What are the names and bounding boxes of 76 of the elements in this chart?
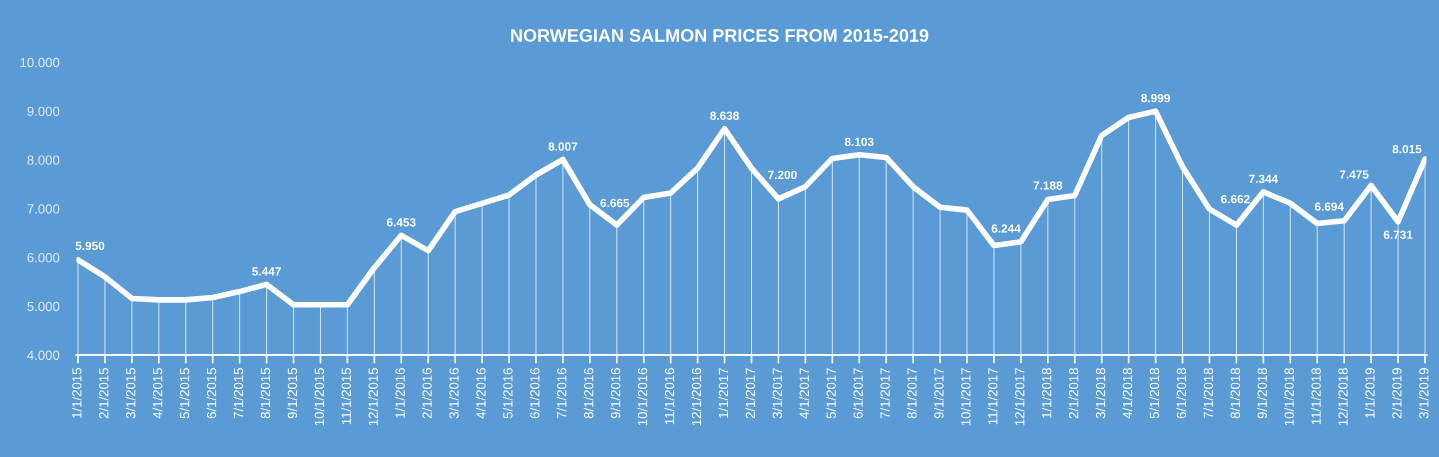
x-tick-label: 7/1/2015: [233, 368, 244, 419]
x-tick-label: 7/1/2018: [1203, 368, 1214, 419]
x-tick-label: 1/1/2015: [71, 368, 82, 418]
x-tick-label: 9/1/2017: [933, 368, 944, 419]
x-tick-label: 8/1/2016: [583, 368, 594, 419]
data-label: 7.200: [768, 170, 797, 180]
x-tick-label: 5/1/2017: [826, 368, 836, 419]
data-label: 5.950: [75, 241, 105, 251]
data-label: 6.662: [1221, 194, 1250, 204]
x-tick-label: 5/1/2015: [179, 368, 190, 419]
x-tick-label: 10/1/2017: [960, 368, 971, 426]
x-tick-label: 9/1/2015: [287, 368, 298, 419]
x-tick-label: 7/1/2017: [880, 368, 890, 419]
x-tick-label: 1/1/2019: [1364, 368, 1375, 418]
data-label: 8.015: [1392, 144, 1422, 154]
y-tick-label: 10.000: [20, 57, 60, 68]
y-tick-label: 6.000: [27, 253, 60, 263]
data-label: 7.188: [1033, 181, 1063, 190]
x-tick-label: 6/1/2017: [853, 368, 863, 419]
x-tick-label: 2/1/2018: [1068, 368, 1079, 419]
x-tick-label: 10/1/2015: [314, 368, 324, 426]
x-tick-label: 1/1/2017: [718, 368, 729, 418]
x-tick-label: 4/1/2015: [152, 368, 163, 419]
chart-title: NORWEGIAN SALMON PRICES FROM 2015-2019: [511, 29, 929, 42]
data-label: 5.447: [252, 267, 281, 276]
data-label: 8.638: [710, 111, 739, 120]
x-tick-label: 10/1/2018: [1284, 368, 1294, 426]
x-tick-label: 5/1/2018: [1149, 368, 1160, 419]
x-tick-label: 10/1/2016: [637, 368, 648, 426]
x-tick-label: 12/1/2015: [368, 368, 378, 426]
x-tick-label: 3/1/2017: [772, 368, 782, 419]
x-tick-label: 11/1/2016: [664, 368, 675, 425]
data-label: 7.475: [1339, 170, 1369, 179]
x-tick-label: 8/1/2015: [260, 368, 271, 419]
y-tick-label: 7.000: [27, 204, 60, 214]
x-tick-label: 3/1/2019: [1418, 368, 1429, 419]
data-label: 8.999: [1141, 93, 1170, 103]
x-tick-label: 5/1/2016: [502, 368, 513, 419]
x-tick-label: 2/1/2015: [98, 368, 109, 419]
x-tick-label: 11/1/2018: [1311, 368, 1321, 425]
x-tick-label: 9/1/2018: [1257, 368, 1267, 419]
x-tick-label: 7/1/2016: [556, 368, 567, 419]
x-tick-label: 2/1/2016: [422, 368, 432, 419]
data-label: 8.103: [844, 137, 874, 147]
x-tick-label: 6/1/2018: [1176, 368, 1187, 419]
x-tick-label: 6/1/2016: [529, 368, 540, 419]
data-label: 6.244: [991, 224, 1021, 233]
data-label: 6.453: [386, 218, 416, 227]
x-tick-label: 3/1/2018: [1095, 368, 1106, 419]
x-tick-label: 4/1/2017: [799, 368, 809, 419]
x-tick-label: 8/1/2018: [1230, 368, 1240, 419]
y-tick-label: 8.000: [27, 155, 60, 165]
x-tick-label: 2/1/2019: [1391, 368, 1402, 419]
x-tick-label: 3/1/2015: [125, 368, 136, 419]
x-tick-label: 12/1/2017: [1014, 368, 1025, 426]
x-tick-label: 9/1/2016: [610, 368, 621, 419]
x-tick-label: 11/1/2015: [341, 368, 351, 425]
y-tick-label: 5.000: [27, 301, 60, 312]
data-label: 8.007: [548, 142, 578, 151]
x-tick-label: 1/1/2016: [395, 368, 405, 418]
data-label: 6.731: [1383, 230, 1413, 239]
x-tick-label: 3/1/2016: [449, 368, 459, 419]
x-tick-label: 12/1/2016: [691, 368, 702, 426]
y-tick-label: 9.000: [27, 106, 60, 116]
x-tick-label: 4/1/2018: [1122, 368, 1133, 419]
x-tick-label: 6/1/2015: [206, 368, 217, 419]
y-tick-label: 4.000: [27, 350, 60, 360]
x-tick-label: 12/1/2018: [1338, 368, 1348, 426]
x-tick-label: 8/1/2017: [906, 368, 917, 419]
data-label: 7.344: [1249, 174, 1279, 184]
x-tick-label: 4/1/2016: [475, 368, 486, 419]
x-tick-label: 2/1/2017: [745, 368, 756, 419]
x-tick-label: 11/1/2017: [987, 368, 998, 425]
data-label: 6.665: [600, 198, 630, 208]
data-label: 6.694: [1314, 202, 1344, 211]
x-tick-label: 1/1/2018: [1041, 368, 1052, 418]
